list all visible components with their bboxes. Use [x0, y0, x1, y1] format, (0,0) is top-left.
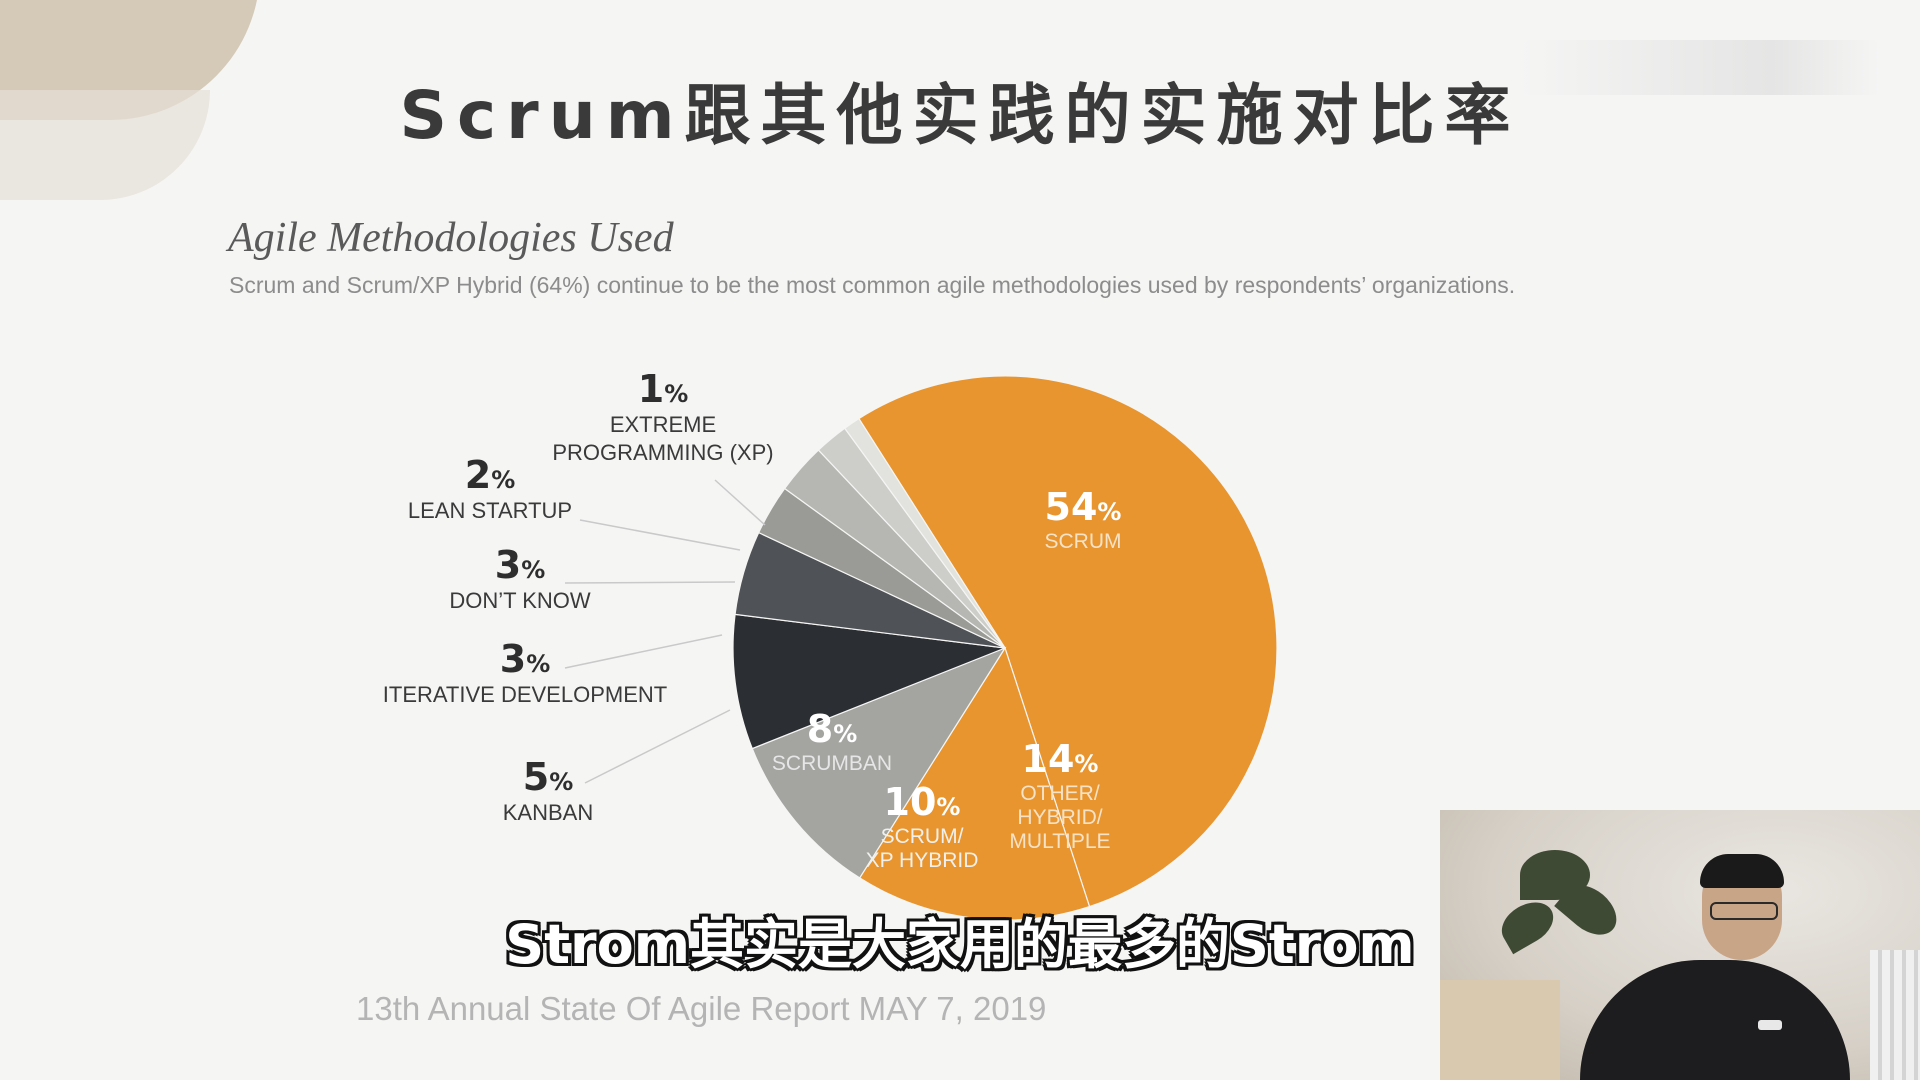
blurred-header-logo	[1520, 40, 1880, 95]
shirt-logo	[1758, 1020, 1782, 1030]
presenter-glasses	[1710, 902, 1778, 920]
webcam-radiator	[1870, 950, 1920, 1080]
pie-slice-scrum	[858, 375, 1278, 908]
category-label-scrum-xp-hybrid: SCRUM/	[881, 825, 964, 848]
pie-slice-extreme-programming-xp	[843, 417, 1006, 649]
chart-subtitle: Scrum and Scrum/XP Hybrid (64%) continue…	[229, 272, 1516, 298]
leader-line-don-t-know	[564, 581, 736, 584]
webcam-video-overlay	[1440, 810, 1920, 1080]
video-subtitle: Strom其实是大家用的最多的Strom	[505, 913, 1415, 976]
category-label-scrum-xp-hybrid: XP HYBRID	[866, 849, 979, 872]
leader-line-kanban	[584, 709, 731, 784]
category-label-iterative-development: ITERATIVE DEVELOPMENT	[383, 682, 667, 707]
data-label-scrum: 54%	[1045, 485, 1122, 529]
category-label-kanban: KANBAN	[503, 800, 593, 825]
category-label-other-hybrid-multiple: HYBRID/	[1017, 806, 1102, 829]
data-label-extreme-programming-xp: 1%	[638, 367, 689, 411]
leader-line-iterative-development	[564, 634, 723, 669]
pie-slice-other-hybrid-multiple	[858, 646, 1091, 921]
category-label-don-t-know: DON’T KNOW	[449, 588, 591, 613]
category-label-scrum: SCRUM	[1045, 530, 1122, 553]
slide-title: Scrum跟其他实践的实施对比率	[399, 77, 1521, 154]
data-label-don-t-know: 3%	[495, 543, 546, 587]
category-label-lean-startup: LEAN STARTUP	[408, 498, 572, 523]
data-label-iterative-development: 3%	[500, 637, 551, 681]
pie-slice-scrum-xp-hybrid	[751, 646, 1007, 879]
chart-heading: Agile Methodologies Used	[228, 215, 674, 261]
data-label-other-hybrid-multiple: 14%	[1022, 737, 1099, 781]
presenter-hair	[1700, 854, 1784, 888]
leader-line-lean-startup	[579, 519, 741, 551]
category-label-extreme-programming-xp: EXTREME	[610, 412, 716, 437]
category-label-other-hybrid-multiple: MULTIPLE	[1009, 830, 1110, 853]
category-label-other-hybrid-multiple: OTHER/	[1020, 782, 1100, 805]
data-label-kanban: 5%	[523, 755, 574, 799]
report-source: 13th Annual State Of Agile Report MAY 7,…	[356, 990, 1047, 1027]
data-label-lean-startup: 2%	[465, 453, 516, 497]
category-label-scrumban: SCRUMBAN	[772, 752, 892, 775]
data-label-scrumban: 8%	[807, 707, 858, 751]
pie-slice-scrumban	[732, 613, 1006, 750]
webcam-shelf	[1440, 980, 1560, 1080]
data-label-scrum-xp-hybrid: 10%	[884, 780, 961, 824]
leader-line-extreme-programming-xp	[714, 479, 766, 526]
category-label-extreme-programming-xp: PROGRAMMING (XP)	[552, 440, 773, 465]
